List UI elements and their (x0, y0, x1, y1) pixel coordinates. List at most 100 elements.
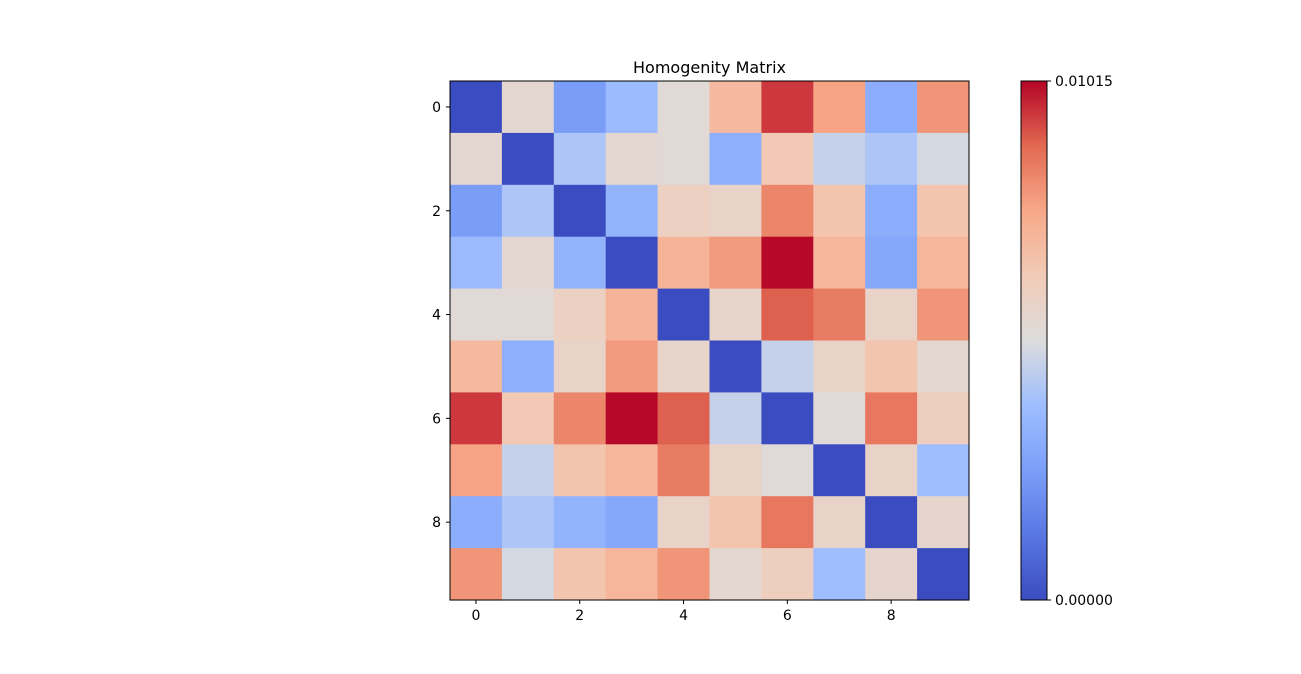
x-tick-label: 0 (471, 608, 480, 624)
heatmap-cell (657, 81, 711, 134)
heatmap-cell (605, 548, 659, 601)
heatmap-cell (501, 132, 555, 186)
heatmap-cell (761, 184, 814, 238)
heatmap-cell (813, 236, 866, 290)
heatmap-cell (917, 548, 970, 601)
heatmap-cell (657, 392, 711, 445)
heatmap-cell (917, 132, 970, 186)
heatmap-cell (917, 340, 970, 393)
y-tick-label: 8 (432, 515, 441, 531)
heatmap-cell (501, 288, 555, 342)
heatmap-cell (553, 236, 607, 290)
heatmap-cell (917, 444, 970, 497)
x-axis: 0 2 4 6 8 (471, 600, 896, 624)
heatmap-cell (450, 288, 503, 342)
heatmap-cell (553, 184, 607, 238)
plot-frame (449, 80, 970, 601)
heatmap-cell (813, 288, 866, 342)
heatmap-cell (450, 392, 503, 445)
heatmap-cell (657, 236, 711, 290)
heatmap-cell (813, 548, 866, 601)
heatmap-cell (553, 496, 607, 549)
heatmap-cell (813, 340, 866, 393)
heatmap-cell (917, 236, 970, 290)
x-tick-label: 2 (575, 608, 584, 624)
heatmap-cell (657, 184, 711, 238)
heatmap-cell (865, 548, 918, 601)
heatmap-cell (501, 444, 555, 497)
heatmap-cell (605, 444, 659, 497)
heatmap-cell (605, 340, 659, 393)
heatmap-cell (865, 288, 918, 342)
chart-title: Homogenity Matrix (633, 58, 786, 77)
heatmap-cell (450, 444, 503, 497)
heatmap-cell (553, 548, 607, 601)
heatmap-cells (450, 81, 970, 601)
heatmap-cell (657, 132, 711, 186)
heatmap-cell (813, 392, 866, 445)
heatmap-cell (761, 81, 814, 134)
heatmap-cell (709, 81, 762, 134)
heatmap-cell (605, 288, 659, 342)
heatmap-cell (813, 444, 866, 497)
heatmap-cell (761, 340, 814, 393)
heatmap-cell (761, 392, 814, 445)
heatmap-cell (709, 548, 762, 601)
heatmap-cell (865, 444, 918, 497)
heatmap-cell (917, 392, 970, 445)
colorbar (1020, 80, 1048, 601)
heatmap-cell (553, 340, 607, 393)
heatmap-cell (605, 496, 659, 549)
heatmap-cell (761, 444, 814, 497)
y-tick-label: 2 (432, 204, 441, 220)
y-tick-label: 6 (432, 411, 441, 427)
heatmap-cell (709, 236, 762, 290)
heatmap-cell (501, 340, 555, 393)
heatmap-cell (761, 288, 814, 342)
heatmap-cell (709, 392, 762, 445)
heatmap-cell (553, 444, 607, 497)
heatmap-cell (657, 548, 711, 601)
heatmap-cell (501, 392, 555, 445)
heatmap-cell (553, 288, 607, 342)
heatmap-cell (813, 184, 866, 238)
heatmap-cell (709, 184, 762, 238)
heatmap-cell (813, 132, 866, 186)
heatmap-cell (865, 81, 918, 134)
heatmap-cell (501, 496, 555, 549)
heatmap-cell (709, 496, 762, 549)
heatmap-cell (657, 444, 711, 497)
heatmap-cell (709, 444, 762, 497)
heatmap-cell (605, 132, 659, 186)
heatmap-cell (501, 81, 555, 134)
heatmap-cell (917, 184, 970, 238)
heatmap-cell (917, 496, 970, 549)
heatmap-cell (865, 496, 918, 549)
heatmap-cell (813, 496, 866, 549)
heatmap-cell (865, 340, 918, 393)
colorbar-max-label: 0.01015 (1055, 74, 1113, 90)
x-tick-label: 4 (679, 608, 688, 624)
heatmap-cell (761, 132, 814, 186)
x-tick-label: 8 (887, 608, 896, 624)
heatmap-cell (709, 340, 762, 393)
y-axis: 0 2 4 6 8 (432, 100, 450, 531)
x-tick-label: 6 (783, 608, 792, 624)
heatmap-cell (917, 288, 970, 342)
colorbar-min-label: 0.00000 (1055, 593, 1113, 609)
y-tick-label: 4 (432, 308, 441, 324)
heatmap-cell (657, 340, 711, 393)
heatmap-cell (450, 81, 503, 134)
heatmap-cell (501, 184, 555, 238)
heatmap-cell (553, 81, 607, 134)
heatmap-cell (761, 496, 814, 549)
heatmap-cell (865, 392, 918, 445)
heatmap-cell (450, 184, 503, 238)
heatmap-cell (605, 236, 659, 290)
heatmap-cell (501, 236, 555, 290)
heatmap-cell (761, 548, 814, 601)
heatmap-cell (917, 81, 970, 134)
heatmap-cell (605, 81, 659, 134)
heatmap-cell (605, 184, 659, 238)
